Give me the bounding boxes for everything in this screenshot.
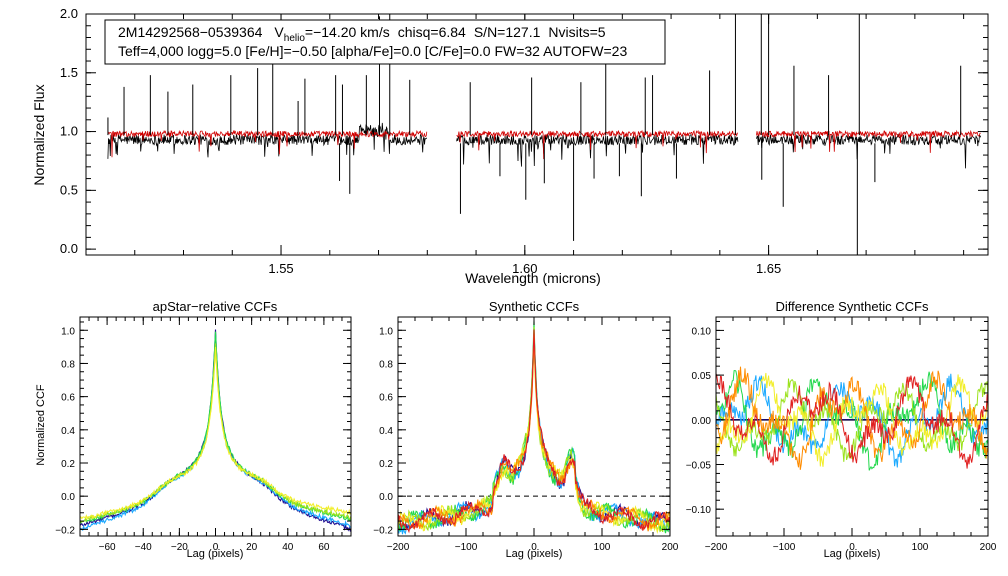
y-tick-label: 0.0 [379,492,393,503]
x-tick-label: −200 [387,542,410,553]
x-tick-label: 200 [662,542,679,553]
y-tick-label: −0.2 [55,525,75,536]
vhelio-prefix: V [274,24,284,40]
observed-spectrum-line [107,122,428,159]
y-tick-label: −0.2 [373,525,393,536]
y-tick-label: 1.0 [60,124,78,139]
x-tick-label: 1.65 [756,261,781,276]
apstar-ccf-xlabel: Lag (pixels) [187,548,244,560]
apstar-ccf-title: apStar−relative CCFs [153,299,278,314]
info-line-1: 2M14292568−0539364 Vhelio=−14.20 km/s chis… [118,24,606,44]
x-tick-label: −60 [99,542,116,553]
info-line-2: Teff=4,000 logg=5.0 [Fe/H]=−0.50 [alpha/… [118,43,627,59]
synthetic-spectrum-line [107,129,428,158]
synthetic-ccf-title: Synthetic CCFs [489,299,580,314]
spectrum-axes-frame [85,13,989,256]
x-tick-label: 0 [213,542,219,553]
y-tick-label: 0.0 [60,241,78,256]
ccf-line-visit-2 [79,334,351,532]
spectrum-panel: 1.55 1.60 1.65 0.0 0.5 1.0 1.5 2.0 2M14292568−0… [31,6,989,286]
x-tick-label: −20 [171,542,188,553]
spectrum-ticks: 1.55 1.60 1.65 0.0 0.5 1.0 1.5 2.0 [60,6,988,276]
y-tick-label: 0.2 [379,459,393,470]
sn-value: S/N=127.1 [474,24,541,40]
ccf-line-visit-6 [397,333,671,532]
ccf-line-visit-7 [715,373,989,469]
y-tick-label: 0.00 [692,416,712,427]
spectrum-ylabel: Normalized Flux [31,84,47,185]
y-tick-label: 0.0 [61,492,75,503]
apstar-ccf-data [79,329,352,533]
apstar-ccf-panel: −60 −40 −20 0 20 40 60 −0.2 0.0 0.2 0.4 0.6 0.8 1.0 a… [35,299,352,560]
x-tick-label: 200 [980,542,997,553]
synthetic-spectrum-line [456,129,738,160]
ccf-line-visit-5 [397,334,671,534]
spectrum-xlabel: Wavelength (microns) [465,270,601,286]
synthetic-ccf-ticks: −200 −100 0 100 200 −0.2 0.0 0.2 0.4 0.6 0.8 1.0 [373,317,679,553]
ccf-line-visit-5 [715,372,989,467]
y-tick-label: 0.6 [61,393,75,404]
y-tick-label: 0.4 [61,426,75,437]
y-tick-label: 0.8 [61,359,75,370]
synthetic-ccf-xlabel: Lag (pixels) [506,548,563,560]
x-tick-label: −100 [455,542,478,553]
y-tick-label: 1.0 [379,326,393,337]
ccf-line-visit-7 [397,329,671,534]
x-tick-label: 1.60 [512,261,537,276]
ccf-line-visit-3 [79,331,352,524]
ccf-line-visit-1 [79,329,352,533]
x-tick-label: 0 [531,542,537,553]
synthetic-ccf-data [397,321,671,535]
ccf-line-visit-2 [397,332,671,535]
y-tick-label: 0.8 [379,359,393,370]
x-tick-label: −40 [135,542,152,553]
y-tick-label: 0.5 [60,182,78,197]
x-tick-label: 0 [849,542,855,553]
x-tick-label: 40 [282,542,294,553]
ccf-line-visit-1 [397,334,671,531]
ccf-line-visit-4 [79,343,352,523]
y-tick-label: −0.10 [686,505,712,516]
observed-spectrum-line [456,133,739,167]
ccf-line-visit-5 [79,346,352,521]
vhelio-value: =−14.20 km/s [305,24,390,40]
y-tick-label: 0.2 [61,459,75,470]
difference-ccf-title: Difference Synthetic CCFs [776,299,929,314]
ccf-line-visit-3 [715,369,989,471]
y-tick-label: 0.6 [379,393,393,404]
ccf-line-visit-6 [715,366,989,470]
difference-ccf-data [715,366,989,471]
x-tick-label: −100 [773,542,796,553]
difference-ccf-xlabel: Lag (pixels) [824,548,881,560]
y-tick-label: 0.05 [692,371,712,382]
x-tick-label: 100 [594,542,611,553]
x-tick-label: −200 [705,542,728,553]
star-id: 2M14292568−0539364 [118,24,263,40]
spectrum-data [107,14,982,255]
observed-spectrum-line [756,133,982,169]
synthetic-ccf-panel: −200 −100 0 100 200 −0.2 0.0 0.2 0.4 0.6 0.8 1.0 Sy… [373,299,679,560]
difference-ccf-panel: −200 −100 0 100 200 −0.10 −0.05 0.00 0.05 0.10 Di… [686,299,997,560]
nvisits-value: Nvisits=5 [548,24,605,40]
y-tick-label: 0.4 [379,426,393,437]
apstar-ccf-ticks: −60 −40 −20 0 20 40 60 −0.2 0.0 0.2 0.4 0.6 0.8 1.0 [55,317,352,553]
vhelio-subscript: helio [284,33,306,44]
x-tick-label: 100 [912,542,929,553]
info-box [104,19,666,65]
ccf-line-visit-4 [715,378,989,462]
x-tick-label: 20 [246,542,258,553]
y-tick-label: −0.05 [686,460,712,471]
difference-ccf-ticks: −200 −100 0 100 200 −0.10 −0.05 0.00 0.05 0.10 [686,317,997,553]
chisq-value: chisq=6.84 [398,24,466,40]
x-tick-label: 60 [318,542,330,553]
ccf-line-visit-4 [397,326,671,533]
y-tick-label: 2.0 [60,6,78,21]
y-tick-label: 1.0 [61,326,75,337]
x-tick-label: 1.55 [268,261,293,276]
y-tick-label: 1.5 [60,65,78,80]
y-tick-label: 0.10 [692,326,712,337]
apstar-ccf-ylabel: Normalized CCF [35,384,47,466]
